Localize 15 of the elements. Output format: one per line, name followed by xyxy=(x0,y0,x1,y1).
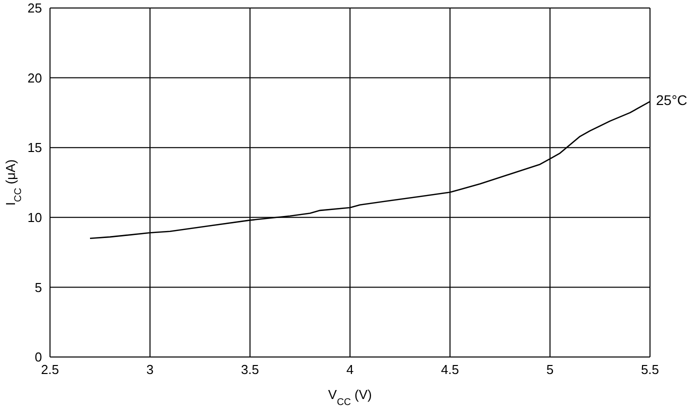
x-tick-label: 4.5 xyxy=(440,362,460,378)
y-tick-label: 15 xyxy=(28,140,42,156)
series-label: 25°C xyxy=(656,92,688,108)
y-tick-label: 20 xyxy=(28,70,42,86)
x-tick-label: 4 xyxy=(346,362,354,378)
y-tick-label: 5 xyxy=(34,280,42,295)
x-tick-label: 3.5 xyxy=(240,362,260,378)
x-axis-title: V$_{CC}$ (V) xyxy=(328,387,372,408)
x-tick-label: 5 xyxy=(546,362,554,378)
y-tick-label: 25 xyxy=(28,0,42,16)
x-tick-label: 3 xyxy=(146,362,154,378)
x-tick-label: 2.5 xyxy=(40,362,60,378)
y-tick-label: 10 xyxy=(28,210,42,226)
x-tick-label: 5.5 xyxy=(640,362,660,378)
y-tick-label: 0 xyxy=(34,350,42,365)
